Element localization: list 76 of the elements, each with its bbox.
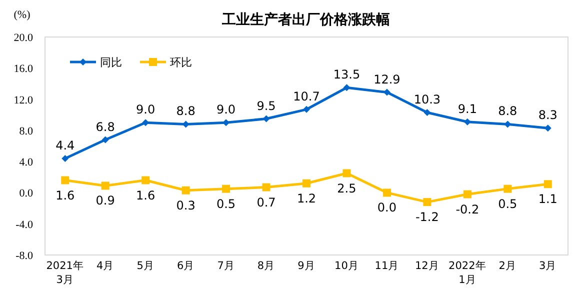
point xyxy=(342,169,351,178)
point xyxy=(182,120,190,128)
point xyxy=(262,183,270,192)
point xyxy=(382,188,391,197)
data-label: 8.3 xyxy=(538,108,558,122)
data-label: 9.0 xyxy=(216,102,236,117)
point xyxy=(504,120,512,128)
point xyxy=(343,84,350,92)
data-label: 0.7 xyxy=(256,195,276,210)
y-tick-label: 12.0 xyxy=(14,94,34,106)
data-label: 13.5 xyxy=(333,68,360,82)
x-tick-label: 5月 xyxy=(136,260,154,272)
point xyxy=(463,190,472,198)
data-label: 9.0 xyxy=(136,102,156,117)
data-label: 9.1 xyxy=(458,102,477,116)
data-label: 0.5 xyxy=(216,196,236,211)
point xyxy=(142,176,150,184)
data-label: 4.4 xyxy=(56,138,75,152)
y-tick-label: -8.0 xyxy=(16,250,34,262)
x-tick-label: 2022年 1月 xyxy=(448,260,486,286)
point xyxy=(504,184,512,193)
legend-label: 环比 xyxy=(170,56,192,69)
data-label: 1.2 xyxy=(296,191,316,206)
x-tick-label: 9月 xyxy=(298,260,316,272)
x-tick-label: 11月 xyxy=(374,260,400,272)
y-tick-label: -4.0 xyxy=(16,218,34,231)
data-label: 1.6 xyxy=(56,188,75,202)
x-tick-label: 8月 xyxy=(257,260,276,272)
point xyxy=(424,109,431,116)
data-label: 8.8 xyxy=(176,104,196,118)
x-tick-label: 2021年 3月 xyxy=(46,260,84,286)
point xyxy=(423,198,432,206)
point xyxy=(262,115,270,122)
chart-title: 工业生产者出厂价格涨跌幅 xyxy=(221,11,390,28)
point xyxy=(544,124,552,132)
data-label: 2.5 xyxy=(337,181,356,196)
data-label: 10.3 xyxy=(414,92,441,107)
data-label: 1.6 xyxy=(136,188,156,202)
x-tick-label: 6月 xyxy=(176,260,195,272)
point xyxy=(303,106,310,113)
point xyxy=(544,180,552,188)
x-tick-label: 10月 xyxy=(334,260,359,272)
x-tick-label: 12月 xyxy=(415,260,440,272)
point xyxy=(101,182,110,190)
legend-label: 同比 xyxy=(100,56,122,69)
point xyxy=(302,179,310,188)
x-tick-label: 7月 xyxy=(217,260,235,272)
y-tick-label: 0.0 xyxy=(19,188,34,200)
point xyxy=(62,154,69,162)
data-label: -0.2 xyxy=(456,202,480,216)
point xyxy=(383,88,390,96)
data-label: 0.5 xyxy=(498,196,518,211)
point xyxy=(222,119,230,126)
data-label: 12.9 xyxy=(374,72,400,86)
data-label: 0.0 xyxy=(377,200,397,215)
point xyxy=(61,176,70,184)
data-label: 6.8 xyxy=(96,120,115,134)
y-axis-title: (%) xyxy=(14,9,31,21)
data-label: -1.2 xyxy=(415,210,439,224)
data-label: 1.1 xyxy=(538,192,558,206)
x-tick-label: 3月 xyxy=(539,260,557,272)
data-label: 9.5 xyxy=(256,98,276,113)
y-tick-label: 16.0 xyxy=(14,63,34,76)
data-label: 0.9 xyxy=(96,194,115,208)
point xyxy=(182,186,190,194)
y-tick-label: 20.0 xyxy=(14,32,34,44)
point xyxy=(222,184,230,193)
point xyxy=(464,118,471,126)
data-label: 8.8 xyxy=(498,104,518,118)
point xyxy=(102,136,109,144)
y-tick-label: 4.0 xyxy=(19,156,34,169)
data-label: 10.7 xyxy=(293,89,320,104)
x-tick-label: 4月 xyxy=(96,260,114,272)
x-tick-label: 2月 xyxy=(498,260,516,272)
y-tick-label: 8.0 xyxy=(19,125,34,138)
data-label: 0.3 xyxy=(176,198,196,212)
